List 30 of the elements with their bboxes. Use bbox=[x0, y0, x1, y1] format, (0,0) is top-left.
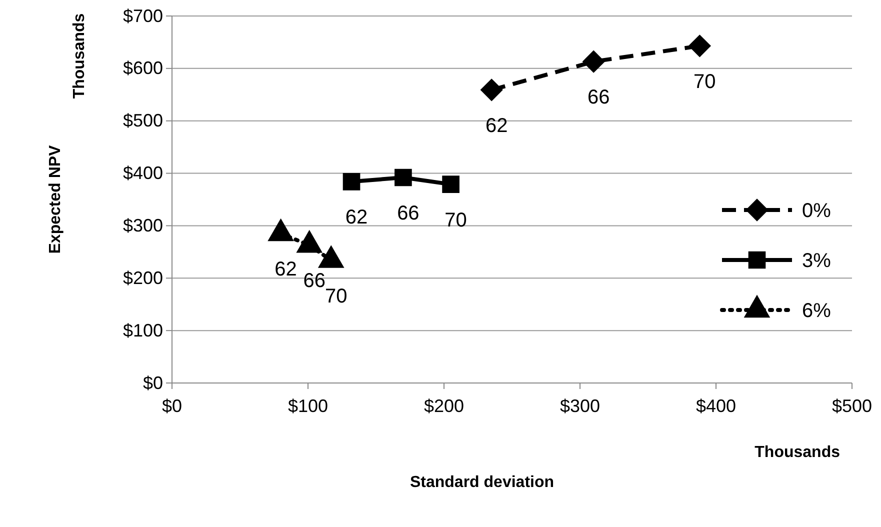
annotation: 70 bbox=[444, 209, 467, 232]
annotation: 70 bbox=[324, 285, 348, 308]
annotation: 62 bbox=[485, 114, 508, 137]
x-tick-label: $400 bbox=[696, 396, 736, 416]
legend-label: 6% bbox=[802, 300, 832, 322]
x-tick-label: $100 bbox=[288, 396, 328, 416]
y-tick-label: $300 bbox=[122, 215, 163, 236]
annotation: 62 bbox=[274, 258, 297, 281]
y-tick-label: $500 bbox=[122, 110, 163, 131]
x-axis-title: Standard deviation bbox=[410, 474, 554, 491]
x-tick-label: $500 bbox=[832, 396, 872, 416]
legend-label: 0% bbox=[802, 200, 832, 222]
y-tick-label: $600 bbox=[122, 58, 163, 78]
y-tick-label: $0 bbox=[142, 372, 163, 393]
annotation: 66 bbox=[397, 202, 420, 224]
text: Thousands bbox=[754, 444, 840, 461]
y-tick-label: $400 bbox=[122, 163, 163, 184]
x-tick-label: $200 bbox=[424, 396, 464, 416]
annotation: 66 bbox=[303, 270, 326, 292]
text: Thousands bbox=[71, 13, 88, 99]
annotation: 62 bbox=[345, 206, 368, 229]
legend-label: 3% bbox=[802, 250, 832, 272]
y-axis-title: Expected NPV bbox=[47, 144, 64, 254]
x-tick-label: $300 bbox=[560, 396, 600, 416]
annotation: 66 bbox=[587, 86, 610, 109]
y-tick-label: $700 bbox=[122, 6, 163, 26]
y-tick-label: $200 bbox=[122, 268, 163, 288]
y-tick-label: $100 bbox=[122, 320, 163, 340]
annotation: 70 bbox=[694, 70, 716, 93]
x-tick-label: $0 bbox=[162, 396, 182, 416]
